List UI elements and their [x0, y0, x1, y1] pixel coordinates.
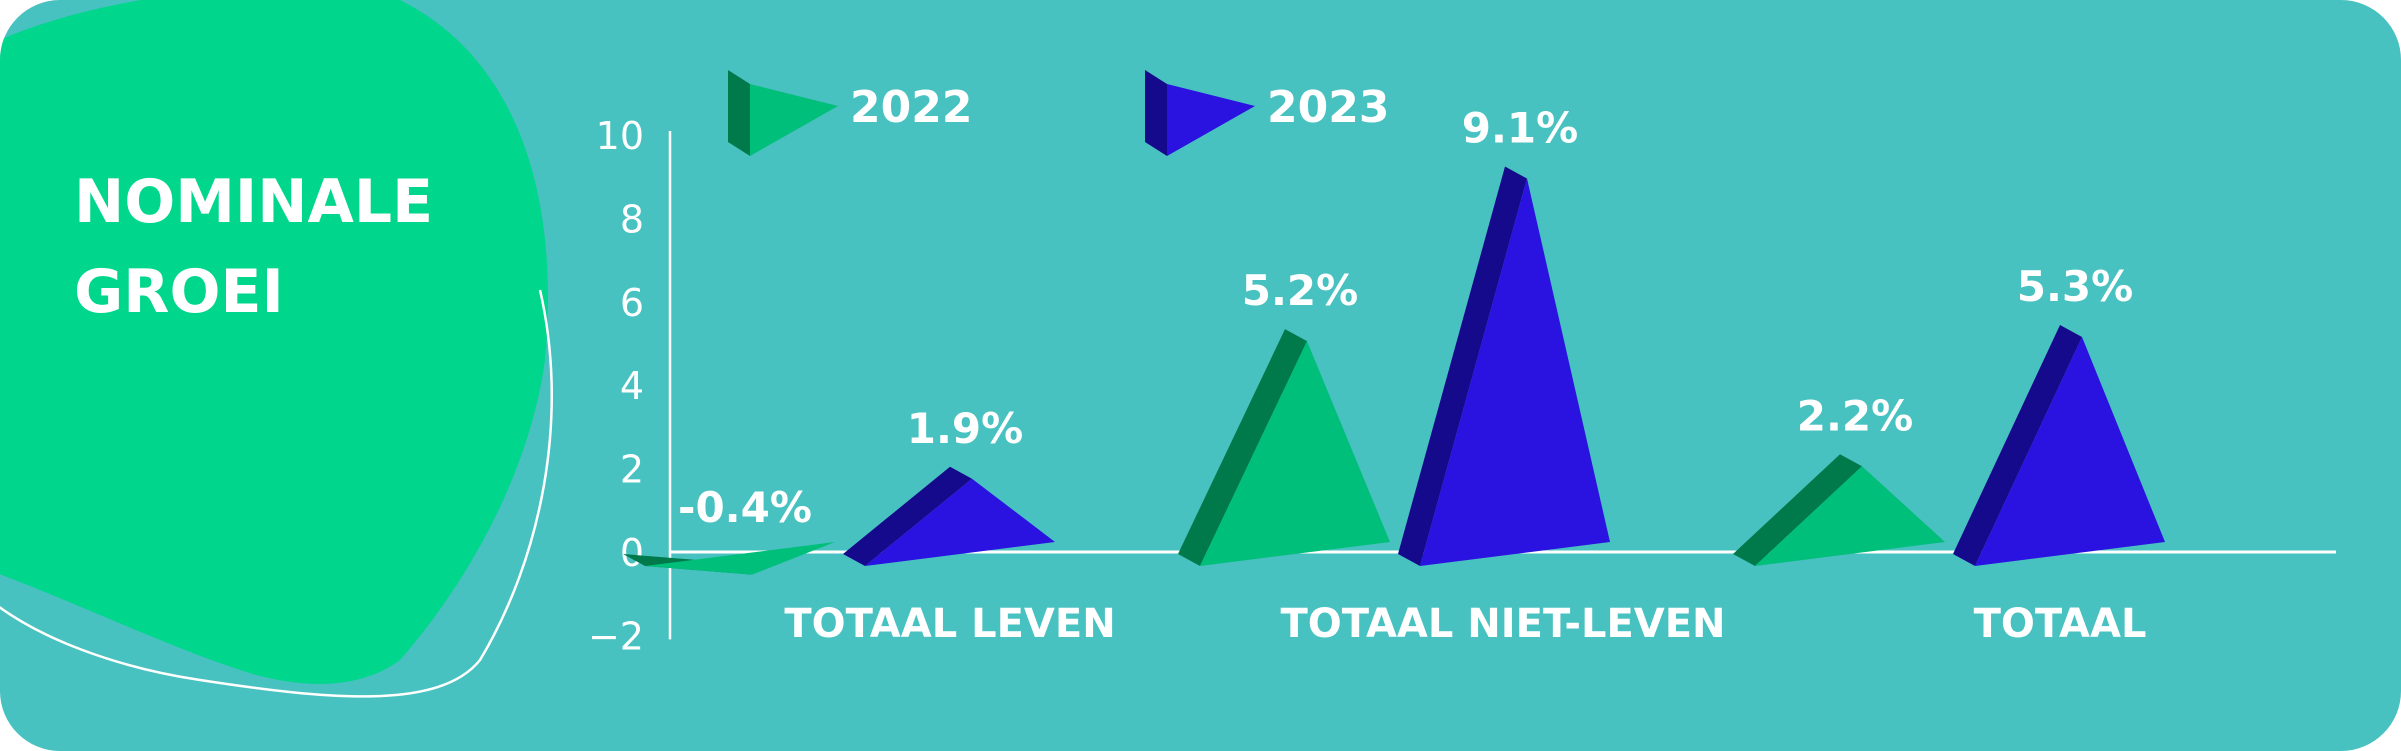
data-label-totaal-niet-leven-2023: 9.1%	[1462, 104, 1578, 153]
legend-label-2022: 2022	[850, 82, 972, 133]
bar-totaal-2023-side	[1953, 324, 2082, 566]
legend-label-2023: 2023	[1267, 82, 1389, 133]
y-tick-label: 10	[596, 114, 644, 158]
bar-totaal-leven-2023	[865, 478, 1055, 566]
data-label-totaal-leven-2023: 1.9%	[907, 404, 1023, 453]
category-label-totaal: TOTAAL	[1974, 601, 2147, 647]
bar-totaal-2022-side	[1733, 454, 1862, 566]
y-tick-label: 4	[620, 364, 644, 408]
green-blob	[0, 0, 548, 684]
data-label-totaal-leven-2022: -0.4%	[678, 483, 812, 532]
bar-totaal-leven-2023-side	[843, 466, 972, 566]
category-label-totaal-niet-leven: TOTAAL NIET-LEVEN	[1280, 601, 1725, 647]
category-label-totaal-leven: TOTAAL LEVEN	[784, 601, 1115, 647]
y-tick-label: 8	[620, 197, 644, 241]
outline-curve	[0, 289, 553, 698]
bar-totaal-niet-leven-2022-side	[1178, 329, 1307, 566]
bar-totaal-leven-2022	[645, 542, 835, 575]
legend-swatch-2022-side	[728, 70, 750, 156]
title-line-1: NOMINALE	[74, 167, 433, 237]
legend-swatch-2022	[750, 84, 838, 156]
data-label-totaal-2022: 2.2%	[1797, 391, 1913, 440]
bar-totaal-2022	[1755, 466, 1945, 566]
bar-totaal-niet-leven-2023-side	[1398, 166, 1527, 566]
y-tick-label: −2	[588, 614, 644, 658]
legend-swatch-2023-side	[1145, 70, 1167, 156]
legend-swatch-2023	[1167, 84, 1255, 156]
decoration	[0, 0, 553, 698]
title-line-2: GROEI	[74, 257, 284, 327]
data-label-totaal-2023: 5.3%	[2017, 262, 2133, 311]
bar-totaal-niet-leven-2022	[1200, 341, 1390, 566]
bar-totaal-niet-leven-2023	[1420, 178, 1610, 566]
bar-totaal-2023	[1975, 336, 2165, 566]
y-tick-label: 2	[620, 448, 644, 492]
data-label-totaal-niet-leven-2022: 5.2%	[1242, 266, 1358, 315]
y-tick-label: 0	[620, 531, 644, 575]
y-tick-label: 6	[620, 281, 644, 325]
